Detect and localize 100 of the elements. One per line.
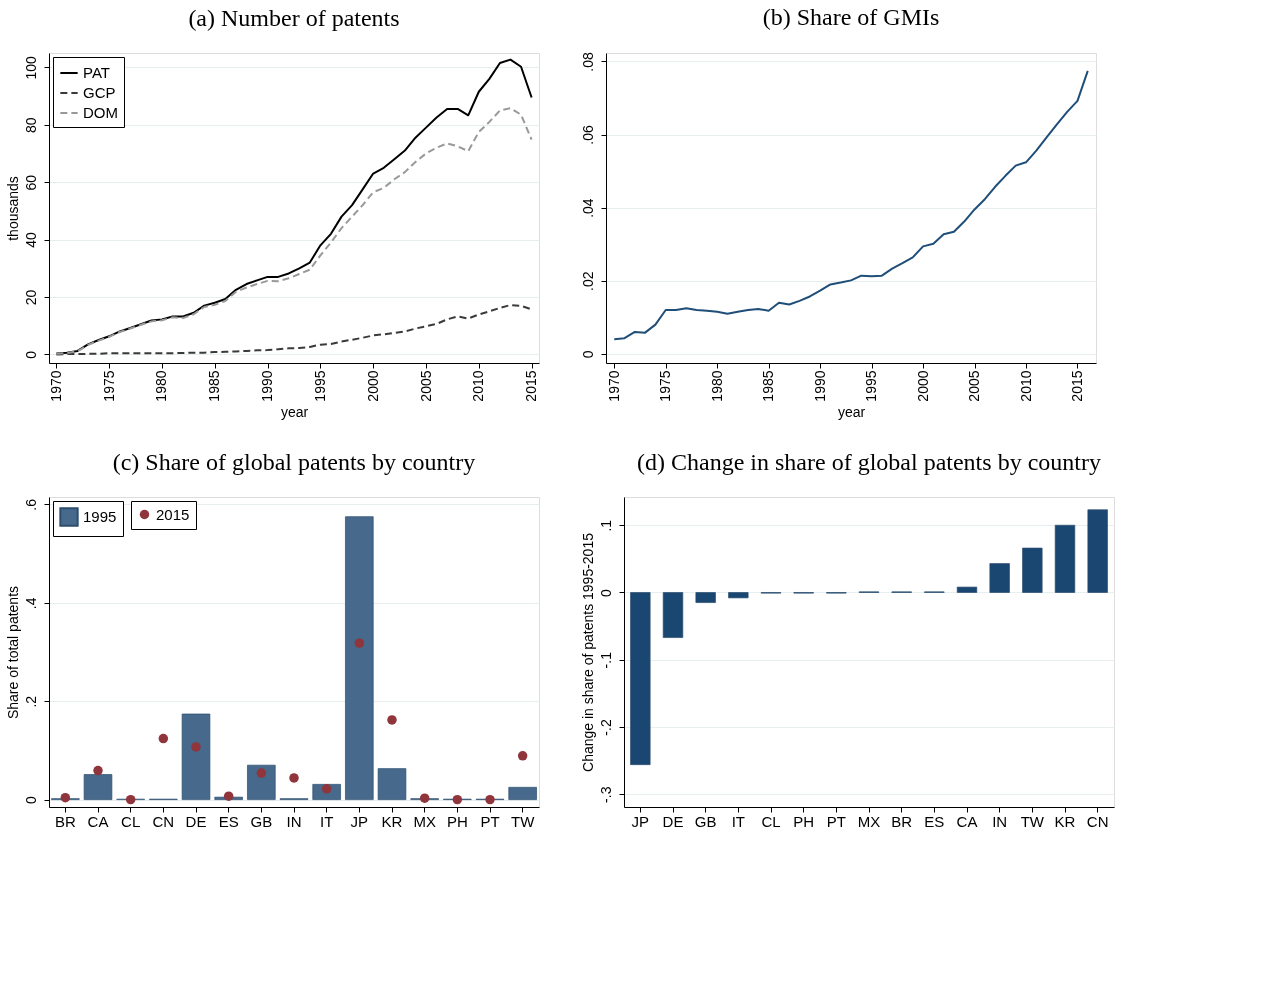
x-tick-label: IT: [319, 812, 334, 830]
y-tick-label: -.2: [597, 719, 614, 736]
bar: [728, 592, 749, 599]
x-tick-label: PH: [446, 812, 468, 830]
bar: [956, 586, 978, 593]
y-tick-label: .1: [597, 519, 614, 532]
y-axis-title: Change in share of patents 1995-2015: [579, 532, 596, 772]
x-tick-label: JP: [350, 812, 369, 830]
x-tick-label: 2015: [1068, 370, 1085, 402]
x-tick-label: 2000: [364, 370, 381, 402]
x-tick-label: DE: [662, 812, 684, 830]
bar: [247, 764, 276, 800]
x-tick-label: IN: [286, 812, 302, 830]
x-tick-label: 2005: [966, 370, 983, 402]
chart-title: (a) Number of patents: [188, 5, 400, 31]
legend-label: 1995: [83, 508, 117, 525]
line-series: [55, 107, 533, 355]
y-tick-label: .2: [22, 695, 39, 708]
x-tick-label: 1980: [153, 370, 170, 402]
x-tick-label: 2000: [914, 370, 931, 402]
point: [191, 742, 201, 752]
bar: [695, 592, 716, 603]
bar: [1054, 524, 1076, 593]
point: [223, 791, 234, 801]
legend-label: PAT: [83, 64, 110, 81]
x-tick-label: CN: [1086, 812, 1109, 830]
x-tick-label: 1995: [311, 370, 328, 402]
chart-title: (c) Share of global patents by country: [112, 449, 476, 475]
bar: [345, 516, 374, 800]
bar: [181, 713, 211, 800]
x-tick-label: 1985: [206, 370, 223, 402]
x-tick-label: ES: [924, 812, 945, 830]
x-axis-title: year: [280, 403, 309, 420]
point: [517, 751, 528, 761]
y-tick-label: .08: [579, 51, 596, 72]
x-tick-label: MX: [413, 812, 436, 830]
x-tick-label: GB: [694, 812, 717, 830]
bar: [377, 768, 407, 800]
x-tick-label: CA: [87, 812, 109, 830]
x-tick-label: 1975: [100, 370, 117, 402]
bar: [1022, 547, 1043, 593]
chart-title: (b) Share of GMIs: [762, 3, 940, 30]
x-tick-label: TW: [511, 812, 536, 830]
y-tick-label: 0: [22, 350, 39, 359]
y-tick-label: -.3: [597, 786, 614, 803]
x-tick-label: 2010: [1017, 370, 1034, 402]
y-tick-label: -.1: [597, 651, 614, 669]
x-tick-label: PT: [826, 812, 846, 830]
x-tick-label: 1980: [708, 370, 725, 402]
y-tick-label: 40: [22, 232, 39, 248]
x-tick-label: ES: [218, 812, 239, 830]
y-tick-label: 60: [22, 174, 39, 191]
x-tick-label: 2015: [523, 370, 540, 402]
line-series: [613, 69, 1089, 341]
x-tick-label: MX: [857, 812, 881, 830]
point: [452, 794, 463, 805]
point: [387, 715, 397, 725]
y-tick-label: 20: [22, 289, 39, 306]
point: [354, 638, 365, 648]
y-axis-title: thousands: [4, 176, 21, 241]
x-tick-label: 2005: [417, 370, 434, 402]
bar: [83, 774, 113, 800]
x-tick-label: DE: [185, 812, 207, 830]
y-tick-label: .6: [22, 498, 39, 511]
x-tick-label: 1970: [47, 370, 64, 402]
x-tick-label: CL: [121, 812, 141, 830]
bar: [630, 592, 651, 765]
x-tick-label: TW: [1020, 812, 1045, 830]
point: [419, 793, 430, 803]
x-tick-label: CN: [152, 812, 175, 830]
x-tick-label: PT: [480, 812, 500, 830]
x-tick-label: 1990: [811, 370, 828, 402]
x-axis-title: year: [837, 403, 866, 420]
y-tick-label: .4: [22, 597, 39, 610]
y-axis-title: Share of total patents: [4, 585, 21, 720]
x-tick-label: BR: [54, 812, 76, 830]
legend-label: GCP: [83, 84, 116, 101]
legend-label: DOM: [83, 104, 118, 121]
x-tick-label: 1975: [657, 370, 674, 402]
y-tick-label: 80: [22, 117, 39, 134]
legend-label: 2015: [156, 505, 190, 523]
point: [256, 768, 267, 778]
x-tick-label: 1995: [863, 370, 880, 402]
point: [60, 792, 71, 803]
point: [125, 794, 136, 805]
x-tick-label: 2010: [470, 370, 487, 402]
line-series: [55, 58, 533, 355]
x-tick-label: 1990: [259, 370, 276, 402]
x-tick-label: KR: [1054, 812, 1076, 830]
y-tick-label: .04: [579, 198, 596, 218]
x-tick-label: 1970: [605, 370, 622, 402]
x-tick-label: GB: [250, 812, 273, 830]
y-tick-label: .02: [579, 271, 596, 291]
y-tick-label: 0: [579, 350, 596, 359]
x-tick-label: PH: [793, 812, 815, 830]
x-tick-label: JP: [631, 812, 650, 830]
point: [93, 765, 103, 776]
bar: [508, 786, 537, 800]
point: [485, 794, 495, 805]
x-tick-label: CA: [956, 812, 978, 830]
